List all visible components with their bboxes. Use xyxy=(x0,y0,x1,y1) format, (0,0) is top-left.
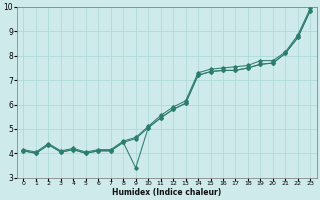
X-axis label: Humidex (Indice chaleur): Humidex (Indice chaleur) xyxy=(112,188,221,197)
